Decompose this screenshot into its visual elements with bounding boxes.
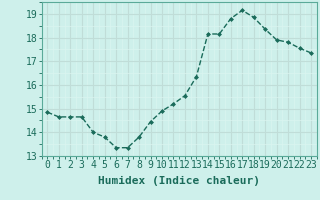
X-axis label: Humidex (Indice chaleur): Humidex (Indice chaleur) — [98, 176, 260, 186]
